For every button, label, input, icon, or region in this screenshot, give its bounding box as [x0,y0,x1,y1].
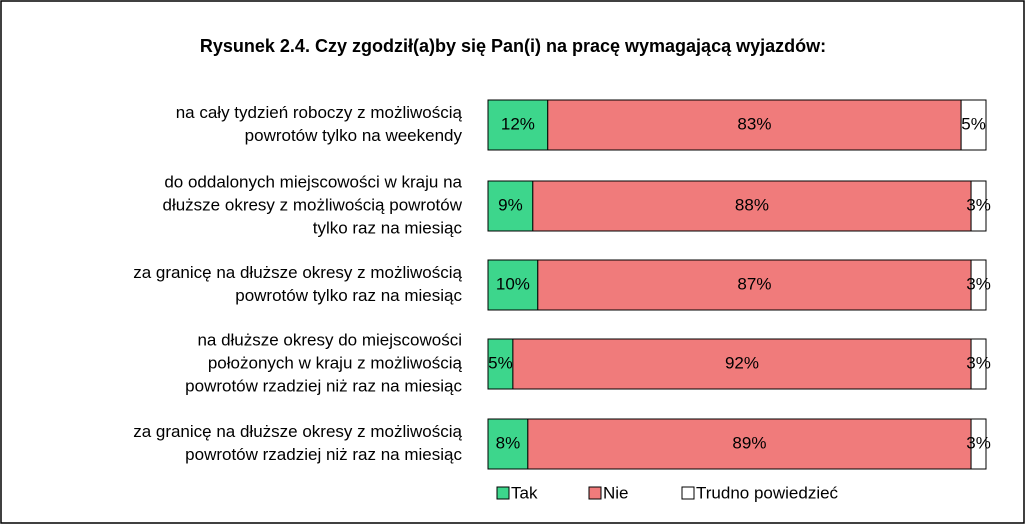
data-label: 89% [732,433,766,452]
legend-label: Trudno powiedzieć [696,483,839,502]
data-label: 5% [488,353,513,372]
data-label: 8% [496,433,521,452]
data-label: 3% [966,433,991,452]
legend-label: Tak [511,483,538,502]
category-label: za granicę na dłuższe okresy z możliwośc… [133,422,462,441]
category-label: powrotów rzadziej niż raz na miesiąc [185,376,462,395]
category-label: powrotów tylko raz na miesiąc [235,286,462,305]
data-label: 88% [735,195,769,214]
data-label: 12% [501,114,535,133]
bar-segment [487,99,549,151]
data-label: 3% [966,274,991,293]
bar-segment [487,418,529,470]
bar-segment [487,180,534,232]
data-label: 3% [966,195,991,214]
bar-segment [537,259,972,311]
category-label: do oddalonych miejscowości w kraju na [164,172,462,191]
data-label: 92% [725,353,759,372]
chart-title: Rysunek 2.4. Czy zgodził(a)by się Pan(i)… [200,36,826,56]
data-label: 10% [496,274,530,293]
category-label: położonych w kraju z możliwością [208,353,463,372]
data-label: 9% [498,195,523,214]
bar-segment [970,180,987,232]
category-label: za granicę na dłuższe okresy z możliwośc… [133,263,462,282]
bar-segment [547,99,962,151]
category-label: na cały tydzień roboczy z możliwością [176,103,463,122]
category-label: tylko raz na miesiąc [313,218,463,237]
category-label: powrotów rzadziej niż raz na miesiąc [185,445,462,464]
bar-segment [970,418,987,470]
category-label: na dłuższe okresy do miejscowości [197,330,462,349]
bar-segment [970,259,987,311]
data-label: 83% [737,114,771,133]
data-label: 3% [966,353,991,372]
bar-segment [532,180,972,232]
legend-label: Nie [603,483,629,502]
bar-segment [960,99,987,151]
legend-swatch [496,486,510,500]
bar-segment [970,338,987,390]
legend-swatch [681,486,695,500]
data-label: 87% [737,274,771,293]
category-label: dłuższe okresy z możliwością powrotów [163,195,463,214]
legend-swatch [588,486,602,500]
data-label: 5% [961,114,986,133]
category-label: powrotów tylko na weekendy [245,126,463,145]
bar-segment [512,338,972,390]
bar-segment [487,338,514,390]
